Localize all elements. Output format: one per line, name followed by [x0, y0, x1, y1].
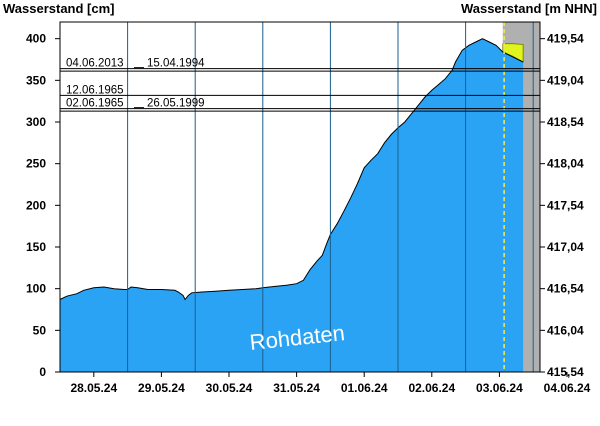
- y-tick-label-right: 418,54: [547, 115, 584, 129]
- y-axis-label-left: Wasserstand [cm]: [3, 1, 115, 16]
- y-tick-label-right: 416,54: [547, 282, 584, 296]
- y-tick-label-right: 418,04: [547, 157, 584, 171]
- y-tick-label-left: 0: [39, 365, 46, 379]
- x-tick-label: 01.06.24: [341, 381, 388, 395]
- series-line-rohdaten: [59, 38, 524, 301]
- x-tick-label: 28.05.24: [70, 381, 117, 395]
- reference-line-label: 15.04.1994: [147, 58, 205, 70]
- reference-line-label: 26.05.1999: [147, 98, 205, 110]
- y-tick-label-left: 250: [26, 157, 46, 171]
- y-tick-label-right: 419,54: [547, 32, 584, 46]
- x-tick-label: 04.06.24: [544, 381, 591, 395]
- reference-line-label: 04.06.2013: [66, 58, 124, 70]
- y-tick-label-right: 419,04: [547, 73, 584, 87]
- x-tick-label: 03.06.24: [476, 381, 523, 395]
- y-tick-label-left: 350: [26, 73, 46, 87]
- x-tick-label: 29.05.24: [138, 381, 185, 395]
- y-tick-label-left: 400: [26, 32, 46, 46]
- reference-line-label: 02.06.1965: [66, 98, 124, 110]
- y-tick-label-left: 200: [26, 198, 46, 212]
- y-tick-label-right: 417,54: [547, 198, 584, 212]
- x-tick-label: 02.06.24: [408, 381, 455, 395]
- y-tick-label-right: 416,04: [547, 323, 584, 337]
- x-tick-label: 30.05.24: [206, 381, 253, 395]
- series-area-rohdaten: [60, 38, 524, 372]
- x-tick-label: 31.05.24: [273, 381, 320, 395]
- y-tick-label-right: 415,54: [547, 365, 584, 379]
- y-tick-label-left: 50: [33, 323, 47, 337]
- reference-line-label: 12.06.1965: [66, 84, 124, 96]
- y-tick-label-left: 100: [26, 282, 46, 296]
- y-tick-label-right: 417,04: [547, 240, 584, 254]
- y-axis-label-right: Wasserstand [m NHN]: [460, 1, 597, 16]
- plot-frame: [59, 21, 541, 373]
- y-tick-label-left: 150: [26, 240, 46, 254]
- y-tick-label-left: 300: [26, 115, 46, 129]
